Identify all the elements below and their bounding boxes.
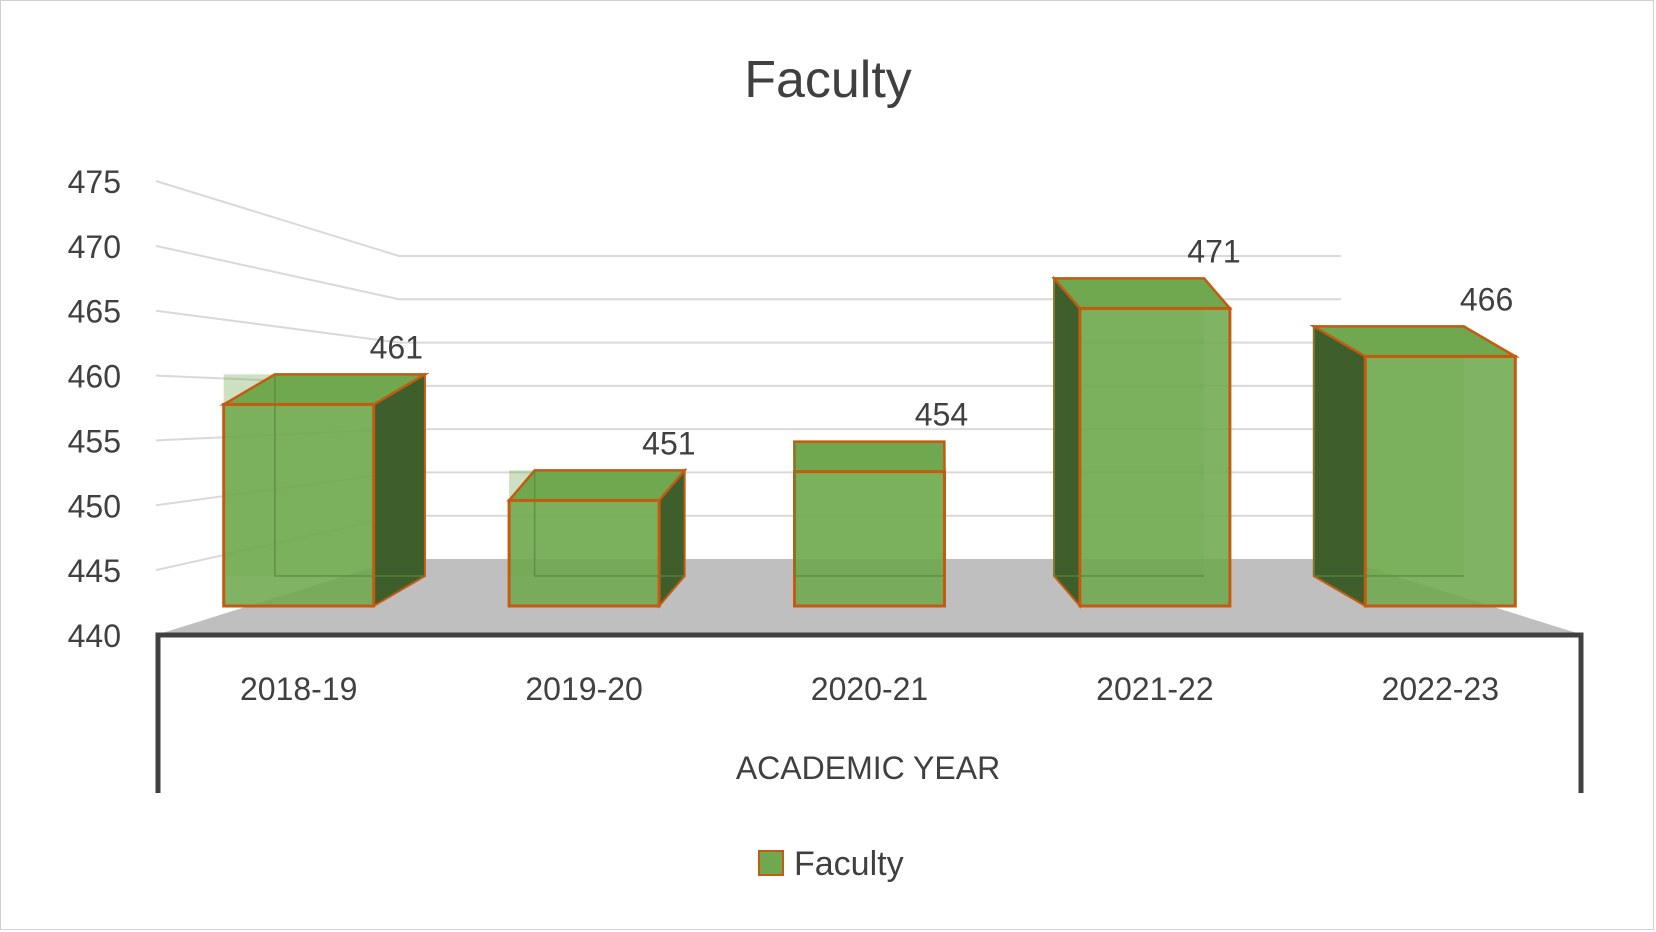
x-axis-title: ACADEMIC YEAR [736,750,1000,786]
bar-front-face [222,402,376,608]
data-label: 454 [915,397,968,433]
bar [219,372,430,608]
data-labels: 461 451 454 471 466 [370,233,1514,461]
x-tick-label: 2018-19 [240,671,357,707]
x-tick-label: 2022-23 [1382,671,1499,707]
legend-swatch [758,850,784,876]
legend-label: Faculty [794,845,904,883]
gridline [155,309,1341,344]
data-label: 471 [1187,233,1240,269]
bar-side-face [1312,324,1367,608]
bar-inner-edge [1313,326,1464,577]
y-tick-label: 440 [68,618,121,654]
bar [1051,275,1233,609]
bar-inner-edge [274,374,425,577]
bar [793,440,946,608]
x-axis [155,632,1584,793]
bar-inner-edge [1053,278,1205,577]
x-tick-label: 2020-21 [811,671,928,707]
y-tick-label: 460 [68,359,121,395]
y-tick-label: 475 [68,164,121,200]
bar-front-face [507,498,661,608]
bar-side-face [1053,275,1081,609]
legend: Faculty [758,845,904,883]
y-tick-label: 450 [68,488,121,524]
y-tick-label: 470 [68,229,121,265]
bar [506,467,688,609]
bar-top-face [793,440,946,473]
gridline [155,180,1341,257]
bar [1309,324,1520,608]
data-label: 466 [1460,281,1513,317]
bar-top-face [1051,277,1233,310]
bar-front-face [793,470,946,608]
x-tick-label: 2019-20 [525,671,642,707]
y-tick-labels: 440 445 450 455 460 465 470 475 [68,164,121,654]
bar-front-face [1363,354,1517,608]
data-label: 461 [370,329,423,365]
x-axis-line [155,632,1584,793]
bar-side-face [372,372,426,608]
bar-series [219,275,1520,609]
x-tick-label: 2021-22 [1096,671,1213,707]
bar-front-face [1078,306,1232,608]
y-tick-label: 465 [68,294,121,330]
data-label: 451 [642,425,695,461]
bar-inner-edge [533,470,685,577]
y-tick-label: 445 [68,553,121,589]
bar-top-face [506,469,688,502]
x-tick-labels: 2018-19 2019-20 2020-21 2021-22 2022-23 [240,671,1499,707]
y-tick-label: 455 [68,423,121,459]
chart-title: Faculty [744,51,912,109]
bar-inner-edge [793,441,945,577]
gridline [155,244,1341,301]
